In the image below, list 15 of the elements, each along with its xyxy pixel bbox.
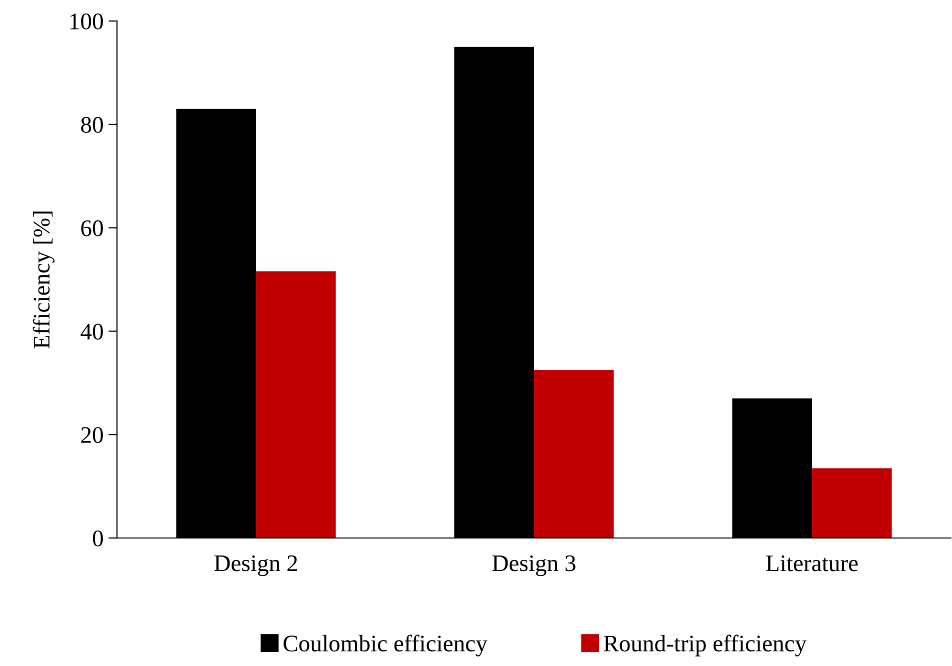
y-tick-label: 40 [80,324,103,340]
legend-label: Round-trip efficiency [604,634,807,656]
y-tick-label: 0 [92,530,103,546]
bar [256,271,336,538]
bar [534,370,614,538]
x-tick-label: Literature [766,555,858,572]
x-tick-label: Design 2 [214,555,297,576]
bar [812,468,892,538]
y-axis-title: Efficiency [%] [32,212,54,348]
y-tick-label: 100 [70,13,103,30]
legend-label: Coulombic efficiency [284,634,488,656]
y-tick-label: 20 [81,427,103,444]
y-tick-label: 60 [81,220,103,236]
y-tick-label: 80 [81,116,103,133]
x-tick-label: Design 3 [492,555,576,576]
